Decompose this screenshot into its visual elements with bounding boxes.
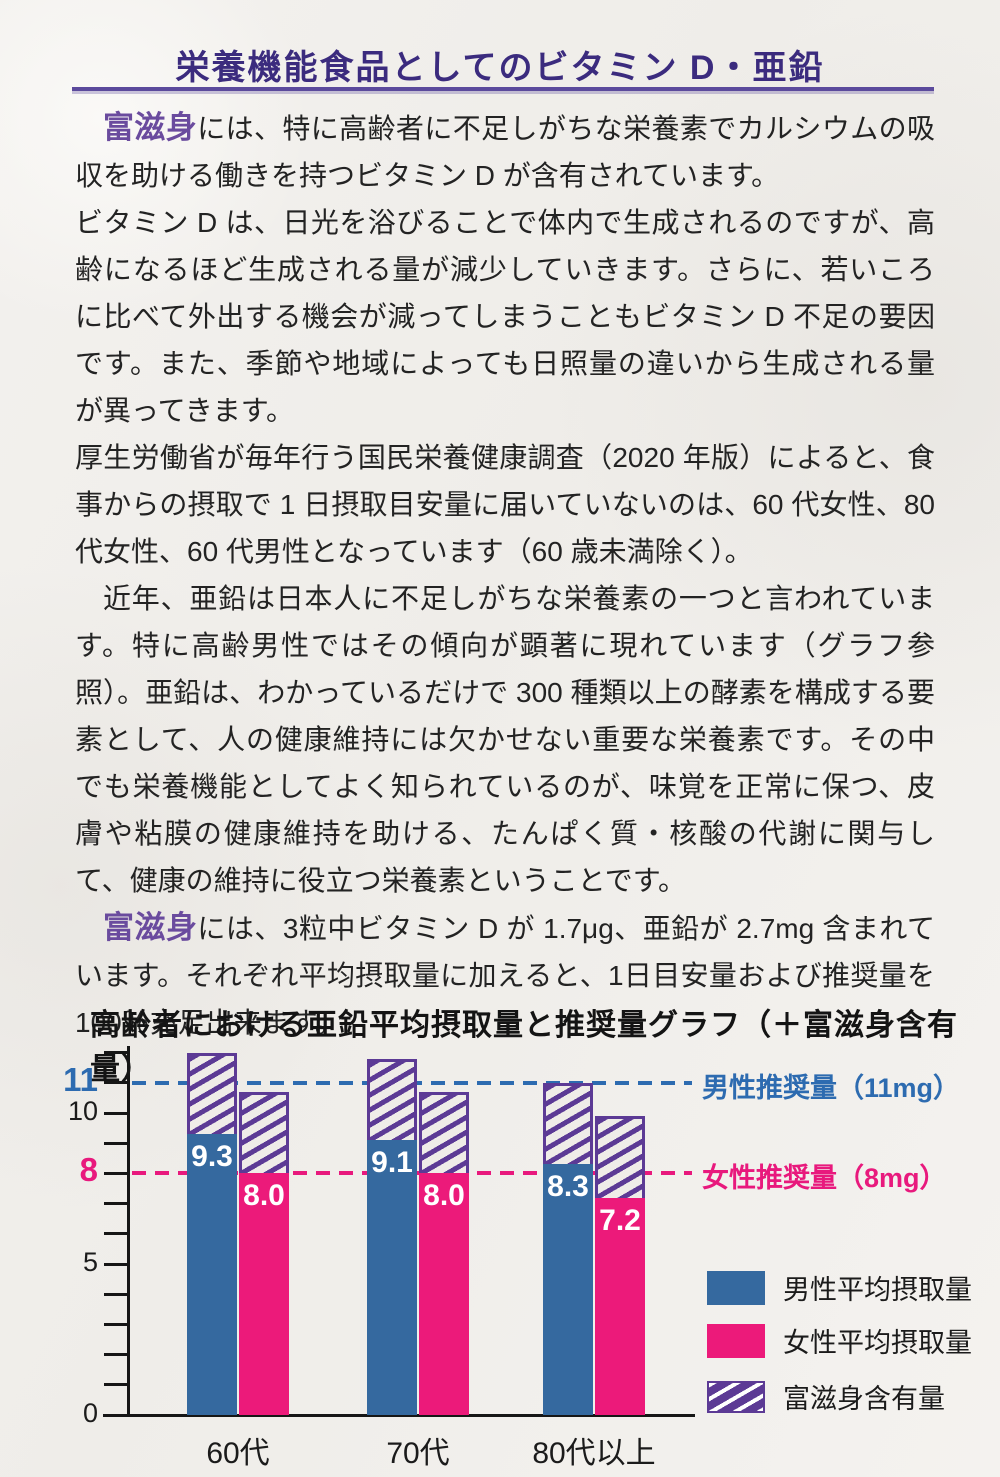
bar-value-male-70代: 9.1 (371, 1146, 413, 1180)
y-tick (104, 1262, 128, 1266)
legend-label-female: 女性平均摂取量 (783, 1328, 972, 1358)
paragraph-text: には、特に高齢者に不足しがちな栄養素でカルシウムの吸収を助ける働きを持つビタミン… (75, 113, 935, 191)
paragraph-zinc: 近年、亜鉛は日本人に不足しがちな栄養素の一つと言われています。特に高齢男性ではそ… (75, 583, 935, 896)
legend-swatch-supplement-hatch (707, 1380, 765, 1413)
bar-value-female-70代: 8.0 (423, 1179, 465, 1213)
y-tick (104, 1292, 128, 1296)
y-tick-label-0: 0 (82, 1398, 98, 1428)
bar-value-male-60代: 9.3 (191, 1140, 233, 1174)
brand-name: 富滋身 (103, 910, 198, 945)
paragraph-product-content: 富滋身には、3粒中ビタミン D が 1.7μg、亜鉛が 2.7mg 含まれていま… (75, 904, 935, 1046)
supplement-hatch-female-60代 (239, 1091, 289, 1177)
y-tick (104, 1322, 128, 1326)
category-label-70代: 70代 (386, 1437, 450, 1470)
male-bar-60代 (187, 1134, 237, 1415)
y-tick (104, 1111, 128, 1115)
supplement-hatch-male-60代 (187, 1052, 237, 1138)
paragraph-vitamin-d-detail: ビタミン D は、日光を浴びることで体内で生成されるのですが、高齢になるほど生成… (75, 207, 935, 426)
ref-label-male: 男性推奨量（11mg） (702, 1072, 961, 1103)
category-label-80代以上: 80代以上 (532, 1437, 656, 1470)
zinc-intake-chart: 男性平均摂取量 女性平均摂取量 富滋身含有量 11 10 8 5 0 男性推奨量（11mg… (0, 1040, 1000, 1477)
y-tick-label-8: 8 (79, 1151, 98, 1189)
brand-name: 富滋身 (103, 110, 198, 145)
y-tick-label-5: 5 (82, 1247, 98, 1277)
y-tick (104, 1171, 128, 1175)
legend-item-supplement: 富滋身含有量 (707, 1377, 945, 1416)
y-tick-label-10: 10 (67, 1096, 98, 1126)
female-bar-80代以上 (595, 1197, 645, 1415)
female-bar-60代 (239, 1173, 289, 1415)
page-title: 栄養機能食品としてのビタミン D・亜鉛 (175, 49, 825, 87)
bar-value-female-80代以上: 7.2 (599, 1203, 641, 1237)
y-tick (104, 1353, 128, 1357)
y-tick (104, 1081, 128, 1085)
y-tick (104, 1141, 128, 1145)
supplement-hatch-male-70代 (367, 1058, 417, 1144)
male-bar-70代 (367, 1140, 417, 1415)
y-tick (104, 1202, 128, 1206)
paragraph-text: には、3粒中ビタミン D が 1.7μg、亜鉛が 2.7mg 含まれています。そ… (75, 913, 936, 1038)
y-tick (104, 1383, 128, 1387)
bar-value-female-60代: 8.0 (243, 1179, 285, 1213)
legend-label-supplement: 富滋身含有量 (783, 1384, 945, 1414)
title-underline (72, 87, 934, 91)
legend-item-male: 男性平均摂取量 (707, 1268, 972, 1307)
y-tick (104, 1232, 128, 1236)
paragraph-vitamin-d-intro: 富滋身には、特に高齢者に不足しがちな栄養素でカルシウムの吸収を助ける働きを持つビ… (75, 104, 935, 199)
supplement-hatch-male-80代以上 (543, 1082, 593, 1168)
legend-label-male: 男性平均摂取量 (783, 1275, 972, 1305)
bar-value-male-80代以上: 8.3 (547, 1170, 589, 1204)
category-label-60代: 60代 (206, 1437, 270, 1470)
x-axis-line (103, 1414, 695, 1417)
legend-swatch-female (707, 1323, 765, 1358)
female-bar-70代 (419, 1173, 469, 1415)
legend-item-female: 女性平均摂取量 (707, 1321, 972, 1360)
ref-label-female: 女性推奨量（8mg） (702, 1163, 947, 1194)
chart-title: 高齢者における亜鉛平均摂取量と推奨量グラフ（＋富滋身含有量） (90, 1009, 958, 1086)
y-tick (104, 1051, 128, 1055)
supplement-hatch-female-80代以上 (595, 1116, 645, 1201)
legend-swatch-male (707, 1270, 765, 1305)
paragraph-survey: 厚生労働省が毎年行う国民栄養健康調査（2020 年版）によると、食事からの摂取で… (75, 442, 935, 567)
y-axis-line (127, 1046, 130, 1417)
supplement-hatch-female-70代 (419, 1091, 469, 1177)
y-tick-label-11: 11 (63, 1060, 98, 1098)
male-bar-80代以上 (543, 1164, 593, 1415)
y-tick (104, 1413, 128, 1417)
body-text: 富滋身には、特に高齢者に不足しがちな栄養素でカルシウムの吸収を助ける働きを持つビ… (75, 104, 935, 1046)
